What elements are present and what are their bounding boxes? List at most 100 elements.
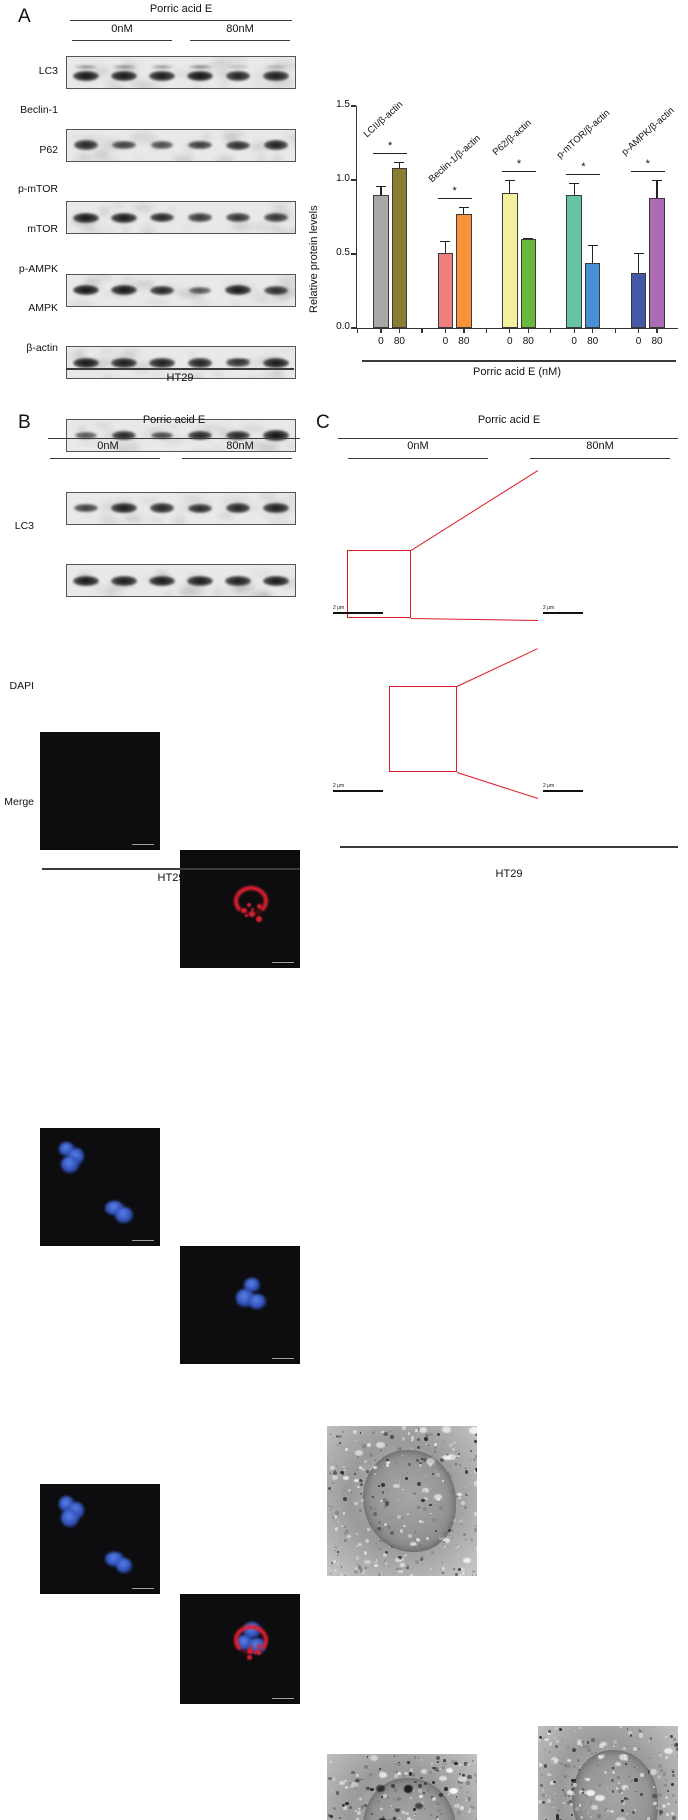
tem-image-80nm-top [538, 1726, 678, 1820]
scale-bar-80nm-top-label: 2 μm [543, 605, 555, 611]
panel-a-dose-left-rule [72, 40, 172, 42]
significance-star: * [452, 184, 457, 197]
y-axis [356, 106, 358, 328]
if-row-label-lc3: LC3 [14, 520, 34, 532]
blot-band [149, 575, 175, 586]
panel-a-treatment-rule [70, 20, 292, 22]
panel-b-bottom-rule [42, 868, 300, 870]
relative-protein-levels-chart: 0.0 0.5 1.0 1.5 Relative protein levels 0 80 * L… [308, 88, 684, 388]
dapi-nucleus [114, 1207, 134, 1224]
blot-panel-p-mtor [66, 273, 296, 307]
bar-P62-actin-0nM [502, 193, 518, 328]
bar-p-AMPK-actin-80nM [649, 197, 665, 328]
x-axis-label: Porric acid E (nM) [472, 366, 562, 378]
panel-b-cellline: HT29 [157, 872, 185, 884]
panel-a-cellline: HT29 [166, 372, 194, 384]
bar-LCII-actin-80nM [391, 168, 408, 328]
bar-P62-actin-80nM [520, 239, 536, 328]
blot-band [187, 575, 213, 586]
blot-panel-ampk [66, 491, 296, 525]
bar-Beclin-1-actin-80nM [456, 214, 472, 328]
x-tick-label: 80 [393, 336, 405, 347]
significance-line [630, 171, 665, 173]
lc3-punctum [241, 907, 247, 914]
blot-label-lc3: LC3 [38, 64, 58, 77]
panel-c-dose-right: 80nM [586, 440, 614, 452]
x-tick-label: 0 [571, 336, 577, 347]
blot-band [263, 430, 289, 441]
blot-band [73, 285, 99, 296]
roi-box-bottom [389, 686, 457, 772]
error-bar-cap [569, 182, 580, 185]
panel-a-treatment-header: Porric acid E [149, 3, 213, 15]
panel-a-dose-left: 0nM [111, 23, 133, 35]
scale-bar [132, 843, 154, 845]
error-bar [463, 206, 465, 215]
x-group-tick [357, 328, 359, 333]
blot-label--actin: β-actin [26, 341, 58, 354]
blot-band [73, 212, 99, 223]
blot-band [111, 212, 137, 223]
significance-star: * [581, 160, 586, 173]
y-tick-label: 1.5 [336, 99, 350, 110]
blot-panel-lc3 [66, 56, 296, 89]
blot-band [111, 285, 137, 296]
x-tick-label: 80 [587, 336, 599, 347]
x-tick-label: 80 [651, 336, 663, 347]
blot-label-p-ampk: p-AMPK [18, 262, 58, 275]
blot-label-beclin-1: Beclin-1 [20, 104, 58, 117]
scale-bar-80nm-bottom-label: 2 μm [543, 783, 555, 789]
roi-box-top [347, 550, 411, 618]
error-bar [444, 240, 446, 253]
blot-band-upper [264, 65, 288, 70]
scale-bar-0nm-bottom-label: 2 μm [333, 783, 345, 789]
tem-image-0nm-top [327, 1426, 477, 1576]
scale-bar [132, 1587, 154, 1589]
blot-panel-p62 [66, 201, 296, 235]
blot-band [73, 140, 99, 150]
y-tick [351, 105, 356, 107]
y-tick [351, 253, 356, 255]
blot-band [188, 213, 212, 222]
error-bar [509, 180, 511, 194]
panel-c-dose-left-rule [348, 458, 488, 460]
lc3-punctum [251, 907, 255, 911]
if-row-label-merge: Merge [4, 796, 34, 808]
panel-c-letter: C [316, 412, 330, 433]
blot-panel--actin [66, 564, 296, 598]
blot-band [225, 575, 251, 586]
blot-band [73, 71, 99, 82]
blot-band [149, 71, 175, 82]
blot-band [263, 285, 289, 295]
lc3-punctum [256, 1650, 261, 1655]
x-group-tick [550, 328, 552, 333]
y-tick-label: 1.0 [336, 173, 350, 184]
panel-c-dose-right-rule [530, 458, 670, 460]
blot-band [112, 140, 136, 150]
blot-band [150, 141, 174, 149]
blot-band [225, 140, 251, 150]
blot-band [111, 503, 137, 513]
error-bar-cap [652, 180, 663, 182]
blot-band-upper [188, 65, 212, 70]
blot-band [225, 285, 251, 296]
blot-band [73, 357, 99, 368]
bar-LCII-actin-0nM [373, 194, 389, 328]
significance-star: * [516, 158, 522, 170]
x-tick [398, 328, 401, 333]
blot-band [263, 575, 289, 586]
dapi-nucleus [60, 1156, 80, 1174]
blot-band [111, 71, 137, 82]
dapi-nucleus [247, 1294, 266, 1309]
x-tick-label: 0 [442, 336, 449, 347]
x-tick [380, 328, 382, 333]
panel-a-letter: A [18, 6, 31, 27]
x-tick [656, 328, 658, 333]
scale-bar-0nm-top-label: 2 μm [333, 605, 345, 611]
if-image-merge-80nm [180, 1594, 300, 1704]
blot-band [187, 503, 213, 513]
error-bar [592, 245, 594, 263]
x-tick [463, 328, 465, 333]
blot-label-mtor: mTOR [27, 222, 58, 235]
category-label-p-AMPK-actin: p-AMPK/β-actin [619, 105, 677, 158]
